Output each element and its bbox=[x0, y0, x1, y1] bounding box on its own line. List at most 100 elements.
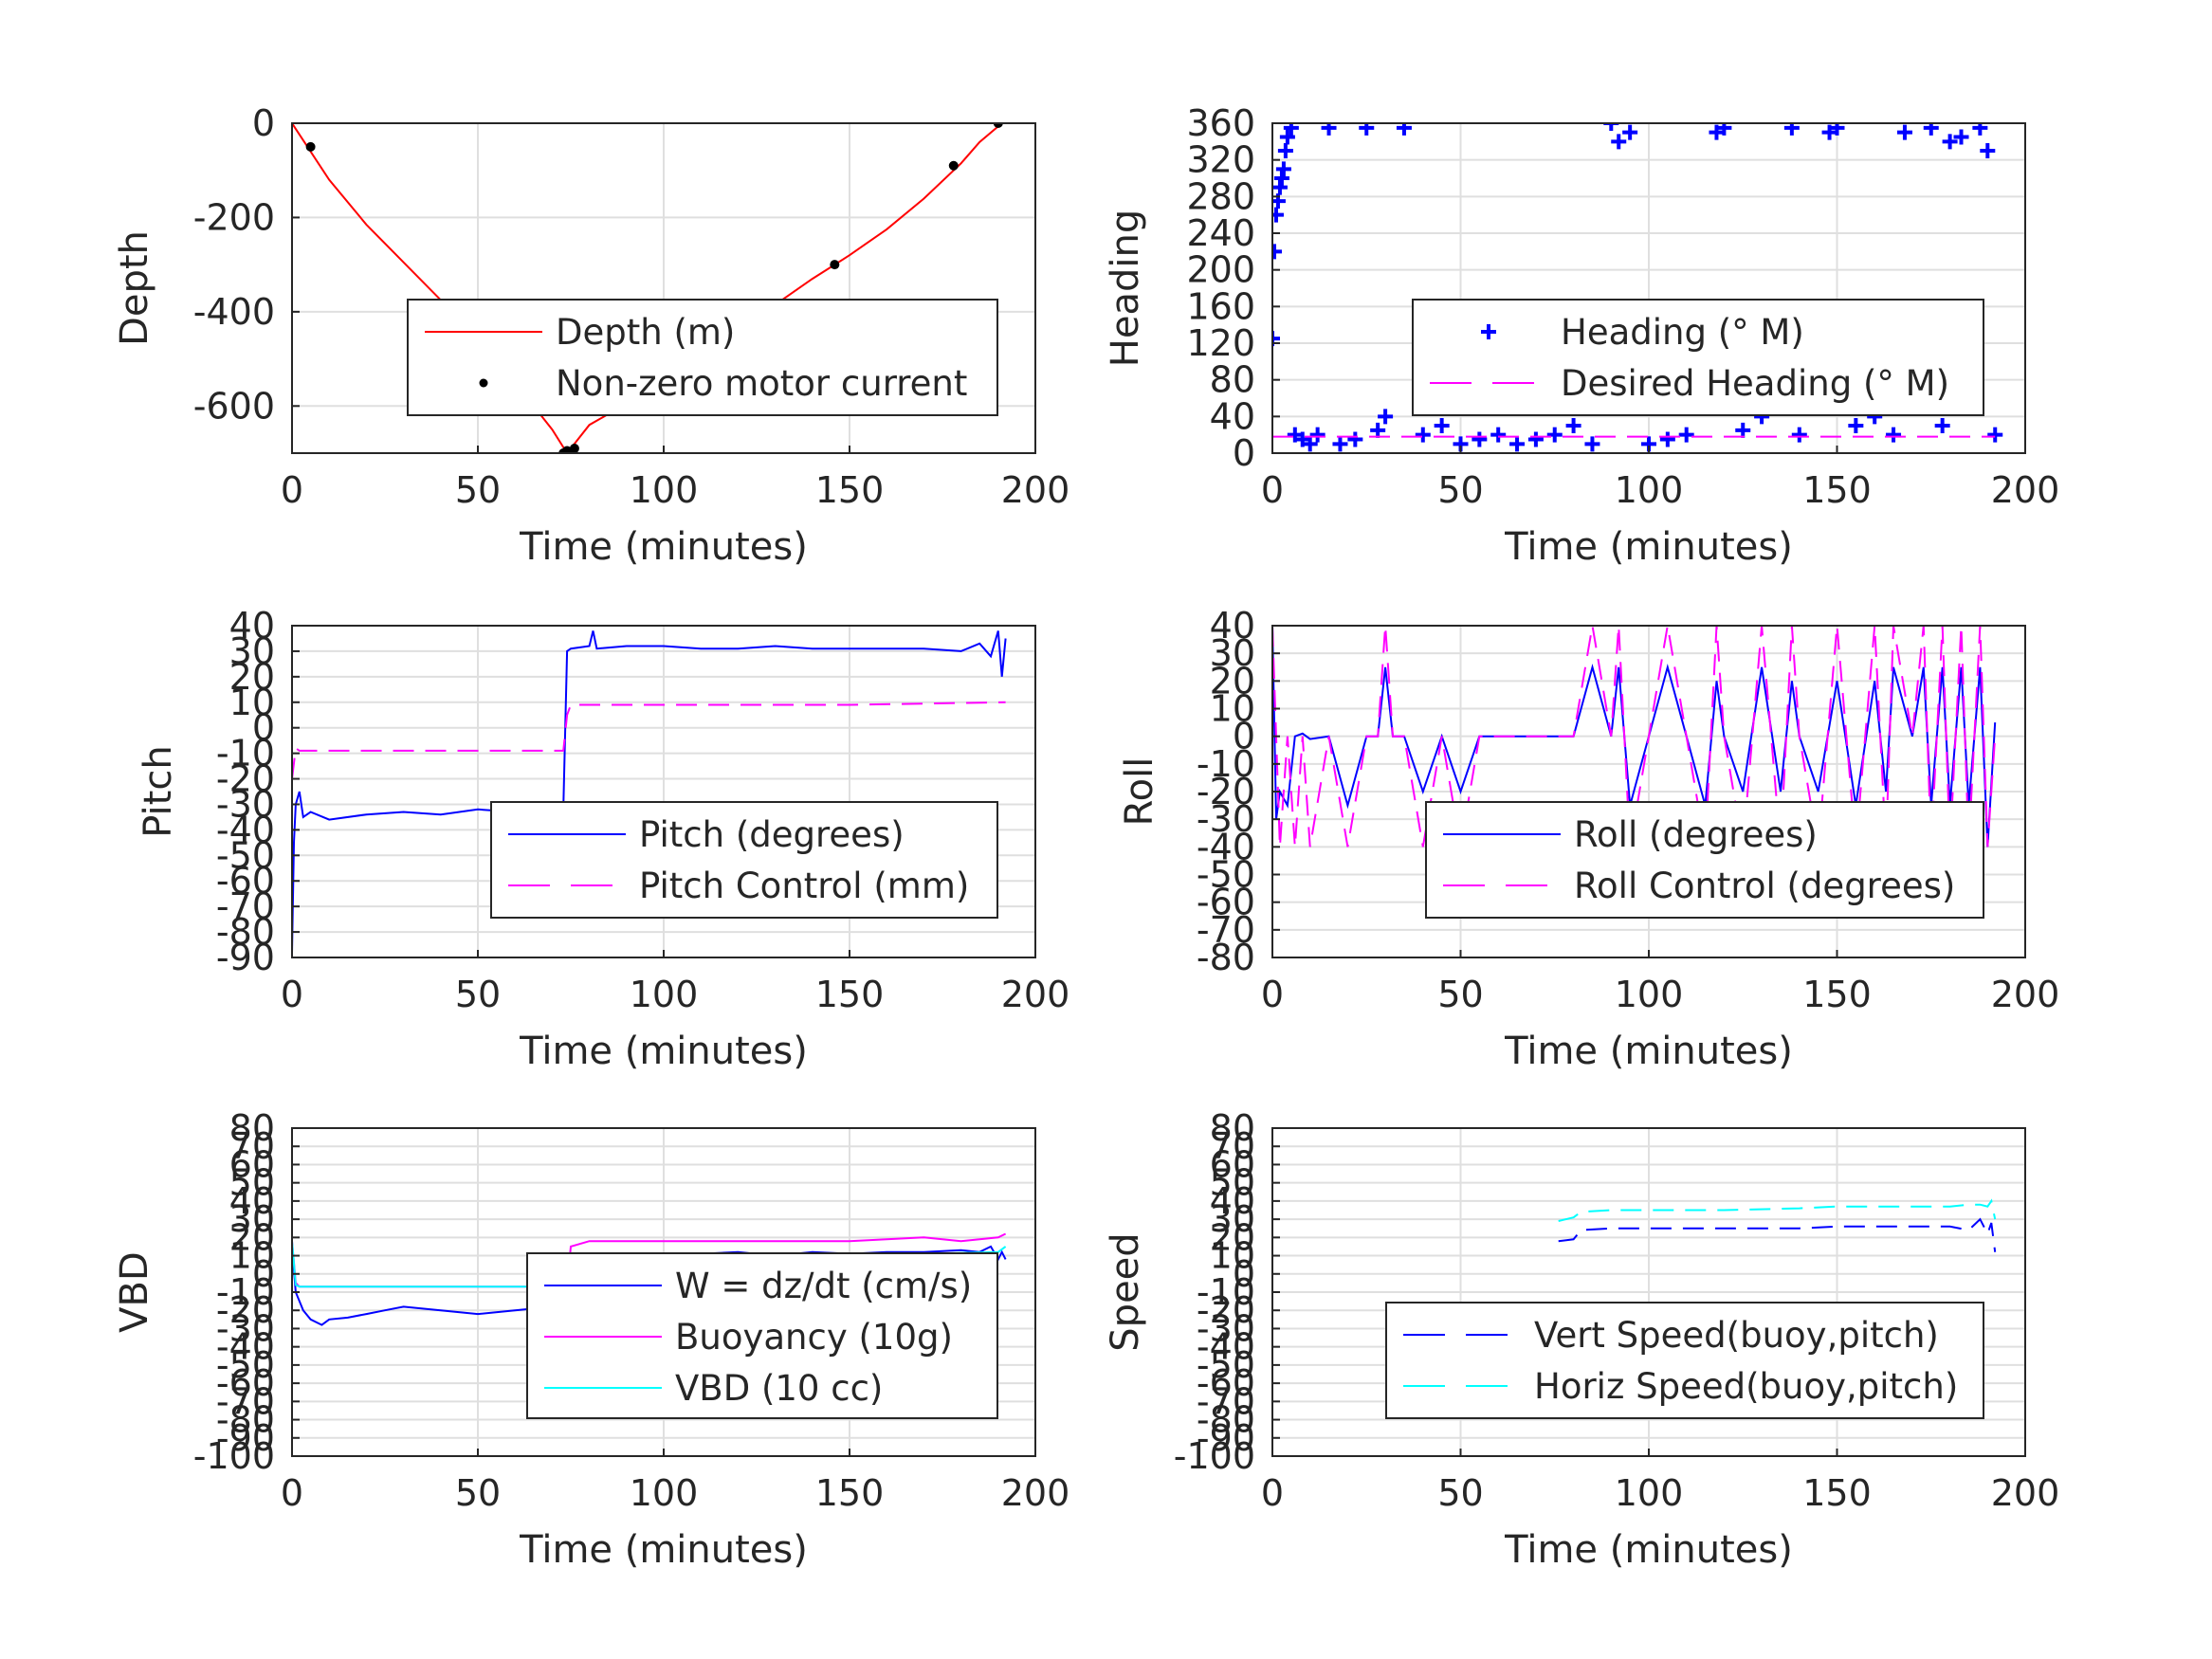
y-tick-label: -80 bbox=[1197, 1399, 1255, 1441]
chart-panel-3: 0 50 100 150 200-90-80-70-60-50-40-30-20-100… bbox=[137, 605, 1069, 1073]
series-3-2-line bbox=[292, 701, 1006, 779]
series-2-1-point bbox=[1783, 123, 1800, 136]
y-tick-label: -80 bbox=[216, 911, 275, 953]
y-tick-label: 20 bbox=[229, 1216, 275, 1258]
y-tick-label: -40 bbox=[1197, 826, 1255, 867]
y-tick-label: 0 bbox=[1233, 716, 1255, 757]
y-tick-label: -40 bbox=[1197, 1326, 1255, 1368]
y-tick-label: 40 bbox=[1210, 1180, 1255, 1222]
series-2-1-point bbox=[1321, 123, 1337, 136]
legend: Depth (m) Non-zero motor current bbox=[407, 299, 998, 416]
y-tick-label: 30 bbox=[229, 630, 275, 672]
y-tick-label: -50 bbox=[1197, 854, 1255, 896]
series-2-1-point bbox=[1472, 431, 1488, 447]
y-axis-title: Pitch bbox=[137, 745, 180, 837]
series-2-1-point bbox=[1980, 143, 1996, 158]
y-tick-label: 20 bbox=[229, 656, 275, 698]
y-tick-label: 10 bbox=[1210, 688, 1255, 730]
legend-entry: Roll Control (degrees) bbox=[1574, 866, 1955, 906]
series-2-1-point bbox=[1283, 123, 1299, 136]
x-tick-label: 100 bbox=[1615, 469, 1684, 511]
legend-entry: Buoyancy (10g) bbox=[675, 1317, 953, 1358]
series-2-1-point bbox=[1611, 134, 1627, 150]
series-3-1-line bbox=[292, 630, 1007, 953]
series-6-1-line bbox=[1558, 1217, 1997, 1252]
series-2-1-point bbox=[1934, 418, 1950, 433]
series-2-1-point bbox=[1347, 431, 1363, 447]
legend-entry: Pitch Control (mm) bbox=[639, 866, 969, 906]
y-tick-label: 80 bbox=[1210, 1107, 1255, 1149]
series-2-1-point bbox=[1272, 331, 1280, 347]
series-2-1-point bbox=[1659, 431, 1675, 447]
legend-box bbox=[490, 801, 998, 919]
y-tick-label: 0 bbox=[252, 1253, 275, 1295]
x-tick-label: 0 bbox=[281, 1472, 303, 1514]
y-tick-label: -400 bbox=[193, 291, 275, 333]
x-tick-label: 200 bbox=[1991, 469, 2060, 511]
series-1-2-point bbox=[305, 141, 316, 152]
chart-panel-5: 0 50 100 150 200-100-90-80-70-60-50-40-30-20… bbox=[113, 1107, 1069, 1572]
y-tick-label: 60 bbox=[229, 1143, 275, 1185]
series-2-1-point bbox=[1279, 129, 1295, 145]
y-tick-label: 0 bbox=[252, 707, 275, 749]
series-2-1-point bbox=[1848, 418, 1864, 433]
series-2-1-point bbox=[1378, 409, 1394, 425]
series-2-1-point bbox=[1953, 129, 1969, 145]
y-tick-label: 30 bbox=[1210, 632, 1255, 674]
x-axis-title: Time (minutes) bbox=[1504, 525, 1793, 569]
series-2-1-point bbox=[1359, 123, 1375, 136]
x-axis-title: Time (minutes) bbox=[1504, 1030, 1793, 1073]
legend: Vert Speed(buoy,pitch) Horiz Speed(buoy,p… bbox=[1385, 1302, 1984, 1419]
legend-entry: Roll (degrees) bbox=[1574, 814, 1818, 855]
y-tick-label: 10 bbox=[1210, 1235, 1255, 1277]
y-tick-label: 0 bbox=[1233, 432, 1255, 474]
x-tick-label: 150 bbox=[1802, 974, 1872, 1015]
legend-box bbox=[1385, 1302, 1984, 1419]
series-4-2-line bbox=[1272, 626, 1997, 848]
y-tick-label: 30 bbox=[1210, 1198, 1255, 1240]
series-2-1-point bbox=[1923, 123, 1939, 136]
chart-panel-1: 0 50 100 150 200 -600 -400 -200 0 Time (minutes) D… bbox=[113, 102, 1069, 569]
y-tick-label: -30 bbox=[216, 783, 275, 825]
series-2-1-point bbox=[1302, 436, 1318, 452]
y-tick-label: -100 bbox=[1174, 1435, 1255, 1477]
legend-entry: Desired Heading (° M) bbox=[1561, 363, 1949, 404]
y-axis-title: Speed bbox=[1104, 1232, 1147, 1351]
y-tick-label: 360 bbox=[1186, 102, 1255, 144]
series-2-1-point bbox=[1942, 134, 1958, 150]
legend-swatch bbox=[479, 378, 488, 388]
series-2-1-point bbox=[1735, 422, 1751, 438]
series-2-1-point bbox=[1272, 244, 1282, 260]
x-tick-label: 150 bbox=[1802, 469, 1872, 511]
legend-entry: Depth (m) bbox=[556, 312, 735, 353]
legend-entry: VBD (10 cc) bbox=[675, 1368, 883, 1409]
y-tick-label: -30 bbox=[216, 1307, 275, 1349]
x-tick-label: 100 bbox=[630, 974, 699, 1015]
series-2-1-point bbox=[1275, 161, 1291, 177]
y-tick-label: -70 bbox=[216, 1380, 275, 1422]
y-tick-label: 240 bbox=[1186, 212, 1255, 254]
y-tick-label: 10 bbox=[229, 682, 275, 723]
legend: Pitch (degrees) Pitch Control (mm) bbox=[490, 801, 998, 919]
y-axis-title: VBD bbox=[113, 1251, 156, 1333]
series-2-1-point bbox=[1987, 427, 2003, 443]
x-tick-label: 200 bbox=[1001, 974, 1070, 1015]
y-tick-label: -20 bbox=[216, 758, 275, 800]
series-2-1-point bbox=[1277, 143, 1293, 158]
x-axis-title: Time (minutes) bbox=[519, 1030, 808, 1073]
y-tick-label: -50 bbox=[216, 834, 275, 876]
series-1-2-point bbox=[830, 260, 840, 270]
y-tick-label: 160 bbox=[1186, 285, 1255, 327]
y-tick-label: -90 bbox=[216, 1417, 275, 1459]
x-tick-label: 200 bbox=[1001, 1472, 1070, 1514]
y-tick-label: 70 bbox=[229, 1125, 275, 1167]
series-2-1-point bbox=[1415, 427, 1431, 443]
y-tick-label: 10 bbox=[229, 1235, 275, 1277]
legend-entry: Non-zero motor current bbox=[556, 363, 967, 404]
series-2-1-point bbox=[1896, 124, 1912, 140]
x-tick-label: 50 bbox=[1437, 469, 1483, 511]
chart-panel-6: 0 50 100 150 200-100-90-80-70-60-50-40-30-20… bbox=[1104, 1107, 2059, 1572]
y-tick-label: 40 bbox=[1210, 395, 1255, 437]
legend-entry: W = dz/dt (cm/s) bbox=[675, 1266, 972, 1306]
x-tick-label: 100 bbox=[630, 469, 699, 511]
